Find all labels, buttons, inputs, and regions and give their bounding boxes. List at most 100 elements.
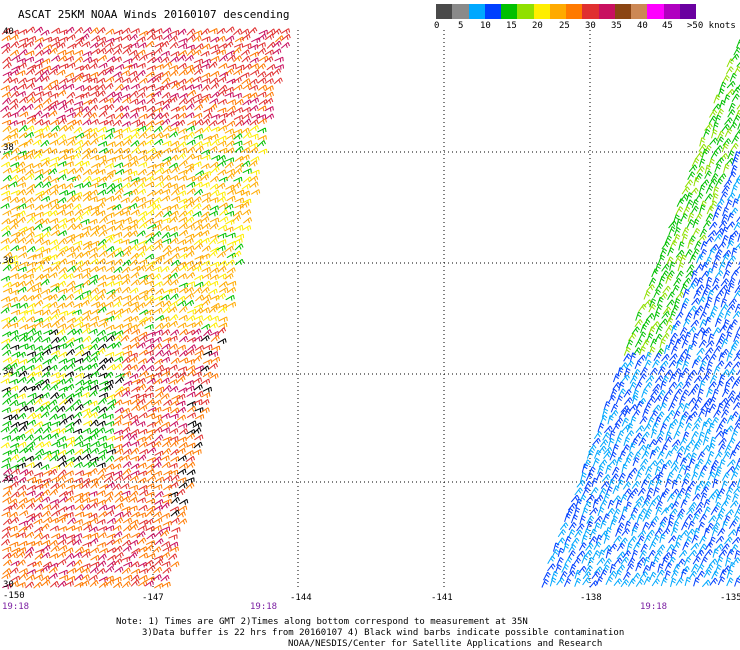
wind-barb [582,487,590,496]
wind-barb [571,537,580,546]
wind-barb [154,529,164,538]
wind-barb [670,460,679,469]
wind-barb [185,103,195,111]
wind-barb [706,522,714,532]
wind-barb [97,155,107,161]
wind-barb [25,364,35,371]
wind-barb [42,202,52,209]
wind-barb [65,436,75,443]
wind-barb [280,28,291,35]
wind-barb [0,203,10,209]
wind-barb [177,28,187,36]
wind-barb [122,380,133,387]
wind-barb [113,399,123,406]
wind-barb [105,259,115,266]
wind-barb [671,439,681,448]
wind-barb [128,552,138,560]
wind-barb [81,520,92,527]
wind-barb [649,460,658,468]
wind-barb [694,240,702,250]
wind-barb [731,536,740,545]
colorbar-label-15: 15 [506,21,517,31]
wind-barb [49,139,59,146]
wind-barb [113,581,123,589]
wind-barb [605,526,612,537]
wind-barb [642,513,651,522]
wind-barb [58,513,69,519]
wind-barb [67,567,77,574]
wind-barb [97,189,107,196]
wind-barb [120,197,130,204]
wind-barb [66,259,76,266]
wind-barb [200,229,210,237]
wind-barb [81,225,91,232]
lat-label-40: 40 [3,27,14,37]
wind-barb [664,344,671,355]
wind-barb [615,527,623,537]
wind-barb [56,209,66,216]
footer-credit: NOAA/NESDIS/Center for Satellite Applica… [288,639,603,649]
wind-barb [81,259,91,267]
wind-barb [73,461,83,468]
wind-barb [192,371,202,378]
wind-barb [703,144,712,154]
wind-barb [130,272,140,279]
wind-barb [731,380,740,389]
wind-barb [225,110,235,118]
wind-barb [178,442,188,449]
wind-barb [138,428,148,435]
wind-barb [57,469,67,477]
wind-barb [96,134,106,140]
wind-barb [194,434,204,441]
wind-barb [16,90,26,97]
wind-barb [178,160,188,167]
wind-barb [185,216,195,224]
wind-barb [130,568,141,575]
wind-barb [722,254,730,263]
wind-barb [233,68,243,76]
wind-barb [57,474,67,482]
wind-barb [681,478,689,488]
wind-barb [599,439,609,448]
wind-barb [146,457,156,463]
wind-barb [72,309,82,315]
wind-barb [201,118,211,126]
wind-barb [8,378,19,385]
wind-barb [672,541,681,551]
wind-barb [176,400,186,407]
time-label-left: 19:18 [2,602,30,612]
wind-barb [241,225,252,231]
wind-barb [2,56,12,64]
wind-barb [687,397,697,406]
wind-barb [704,541,714,551]
wind-barb [82,181,92,188]
wind-barb [9,329,19,336]
wind-barb [138,441,148,448]
wind-barb [104,47,114,55]
wind-barb [184,299,195,307]
wind-barb [152,524,162,531]
wind-barb [146,33,156,41]
wind-barb [41,231,51,239]
wind-barb [732,86,740,96]
wind-barb [18,141,28,148]
wind-barb [64,183,74,190]
wind-barb [10,309,21,316]
wind-barb [73,49,84,56]
wind-barb [659,338,666,348]
wind-barb [58,154,68,161]
wind-barb [186,67,196,75]
wind-barb [280,42,290,49]
wind-barb [34,26,44,34]
wind-barb [33,223,43,231]
wind-barb [34,168,44,175]
wind-barb [572,557,581,566]
wind-barb [112,119,122,127]
wind-barb [192,175,202,182]
wind-barb [82,110,92,118]
wind-barb [704,316,712,326]
wind-barb [724,310,732,320]
wind-barb [210,356,221,363]
wind-barb [90,168,100,175]
wind-barb [184,260,194,267]
